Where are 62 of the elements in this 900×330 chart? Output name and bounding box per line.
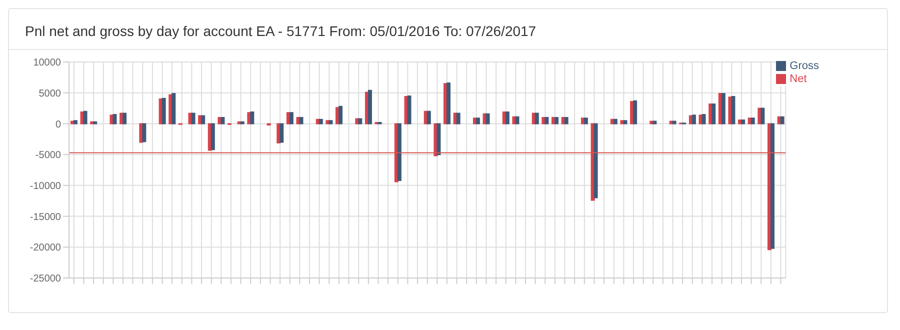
bar bbox=[544, 117, 549, 124]
bar bbox=[623, 120, 628, 124]
bar bbox=[741, 120, 746, 124]
bar bbox=[112, 114, 117, 124]
y-tick-label: 5000 bbox=[38, 88, 62, 100]
bar bbox=[328, 120, 333, 124]
bar bbox=[672, 120, 676, 124]
bar bbox=[515, 116, 520, 124]
bar bbox=[368, 90, 372, 124]
bar bbox=[594, 123, 598, 198]
y-tick-label: 10000 bbox=[33, 58, 62, 69]
bar bbox=[486, 113, 490, 124]
bar bbox=[122, 112, 127, 124]
bar bbox=[172, 92, 176, 124]
y-tick-label: -10000 bbox=[30, 180, 62, 192]
legend-label: Net bbox=[790, 73, 807, 85]
legend-label: Gross bbox=[790, 60, 819, 72]
bar bbox=[731, 96, 736, 124]
bar bbox=[407, 95, 412, 124]
bar bbox=[613, 118, 618, 124]
bar bbox=[162, 98, 166, 124]
bar bbox=[397, 123, 402, 181]
bar bbox=[446, 82, 451, 124]
bar bbox=[721, 92, 726, 124]
bar bbox=[554, 117, 559, 124]
bar bbox=[358, 118, 362, 124]
bar bbox=[760, 108, 765, 124]
y-tick-label: -20000 bbox=[30, 242, 62, 254]
bar bbox=[338, 106, 343, 124]
bar bbox=[692, 114, 696, 124]
y-tick-label: 0 bbox=[55, 119, 62, 130]
bar bbox=[780, 116, 784, 124]
bar bbox=[142, 123, 146, 142]
bar bbox=[770, 123, 774, 249]
bar bbox=[210, 123, 215, 150]
bar bbox=[83, 110, 88, 124]
bar bbox=[534, 112, 539, 124]
bar bbox=[299, 117, 304, 124]
bar bbox=[426, 110, 431, 124]
y-tick-label: -25000 bbox=[30, 274, 62, 285]
bar bbox=[584, 118, 588, 124]
y-tick-label: -15000 bbox=[30, 212, 62, 223]
bar bbox=[712, 103, 716, 124]
bar bbox=[564, 117, 568, 124]
bar bbox=[750, 118, 755, 124]
y-tick-label: -5000 bbox=[35, 150, 62, 162]
bar bbox=[476, 118, 480, 124]
bar bbox=[702, 114, 706, 124]
bar bbox=[280, 123, 284, 143]
bar bbox=[220, 117, 225, 124]
bar bbox=[191, 112, 196, 124]
bar bbox=[73, 120, 78, 124]
bar bbox=[250, 111, 254, 124]
bar bbox=[289, 112, 294, 124]
bar bbox=[652, 120, 657, 124]
bar bbox=[436, 123, 441, 156]
bar bbox=[505, 111, 510, 124]
bar bbox=[201, 115, 206, 124]
bar bbox=[456, 112, 460, 124]
bar bbox=[318, 118, 323, 124]
chart-title: Pnl net and gross by day for account EA - 51771 From: 05/01/2016 To: 07/26/2017 bbox=[9, 9, 887, 50]
bar bbox=[633, 100, 638, 124]
